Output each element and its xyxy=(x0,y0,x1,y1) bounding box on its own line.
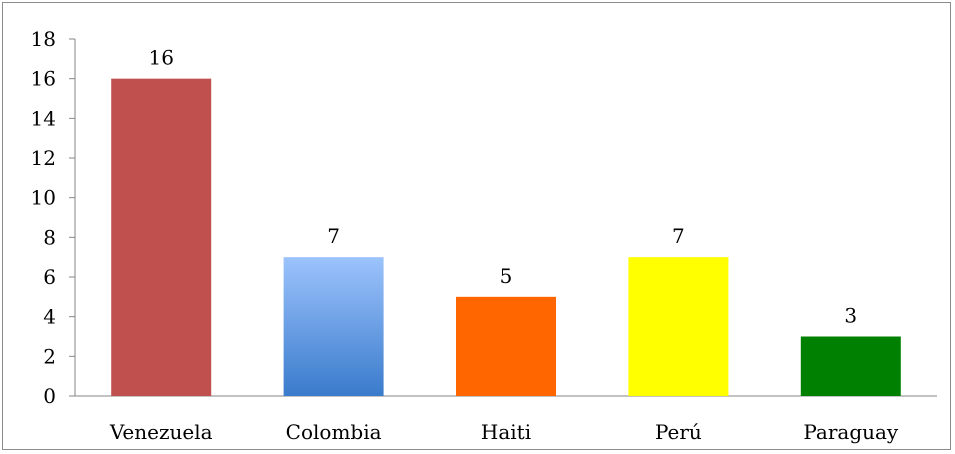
x-category-label: Colombia xyxy=(286,420,382,444)
y-tick-label: 18 xyxy=(31,27,56,51)
x-category-label: Venezuela xyxy=(109,420,213,444)
x-category-label: Paraguay xyxy=(803,420,899,444)
bar-paraguay xyxy=(800,336,901,396)
data-label: 5 xyxy=(500,264,513,288)
y-tick-label: 14 xyxy=(31,106,56,130)
bar-venezuela xyxy=(111,78,212,397)
y-tick-label: 16 xyxy=(31,67,56,91)
y-tick-label: 12 xyxy=(31,146,56,170)
data-label: 7 xyxy=(327,224,340,248)
y-tick-label: 4 xyxy=(43,305,56,329)
x-category-label: Haiti xyxy=(481,420,531,444)
bar-perú xyxy=(628,257,729,396)
bar-haiti xyxy=(456,296,556,396)
y-tick-label: 6 xyxy=(43,265,56,289)
y-tick-label: 0 xyxy=(43,384,56,408)
x-axis: Venezuela Colombia Haiti Perú Paraguay xyxy=(75,395,937,444)
data-labels: 16 7 5 7 3 xyxy=(148,46,857,328)
data-label: 3 xyxy=(844,304,857,328)
bars xyxy=(111,78,901,397)
data-label: 7 xyxy=(672,224,685,248)
y-tick-label: 8 xyxy=(43,225,56,249)
y-tick-label: 10 xyxy=(31,186,56,210)
x-category-label: Perú xyxy=(655,420,702,444)
y-tick-label: 2 xyxy=(43,344,56,368)
y-axis: 0 2 4 6 8 10 12 14 16 18 xyxy=(31,27,76,408)
data-label: 16 xyxy=(148,46,173,70)
bar-colombia xyxy=(283,257,384,396)
